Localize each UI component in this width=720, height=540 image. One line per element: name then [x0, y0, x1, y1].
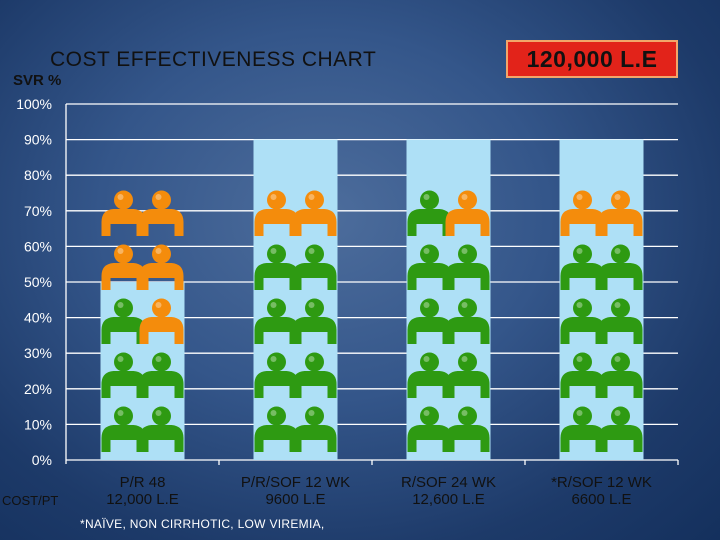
category-label: R/SOF 24 WK [401, 474, 496, 491]
y-tick-label: 10% [24, 416, 52, 432]
patient-icon-responder [598, 406, 643, 452]
y-tick-label: 100% [16, 96, 52, 112]
y-tick-label: 60% [24, 238, 52, 254]
chart-title: COST EFFECTIVENESS CHART [50, 48, 377, 71]
patient-icon-nonresponder [139, 298, 184, 344]
patient-icon-responder [445, 352, 490, 398]
patient-icon-nonresponder [139, 244, 184, 290]
y-tick-label: 70% [24, 203, 52, 219]
patient-icon-nonresponder [139, 190, 184, 236]
y-tick-label: 90% [24, 132, 52, 148]
highlight-cost-box: 120,000 L.E [506, 40, 678, 78]
patient-icon-responder [560, 352, 605, 398]
patient-icon-nonresponder [598, 190, 643, 236]
patient-icon-responder [407, 244, 452, 290]
patient-icon-nonresponder [101, 244, 146, 290]
patient-icon-nonresponder [292, 190, 337, 236]
patient-icon-responder [139, 406, 184, 452]
patient-icon-responder [254, 352, 299, 398]
patient-icon-responder [254, 298, 299, 344]
y-tick-label: 80% [24, 167, 52, 183]
patient-icon-responder [101, 298, 146, 344]
category-label: *R/SOF 12 WK [551, 474, 652, 491]
patient-icon-responder [292, 244, 337, 290]
y-tick-label: 20% [24, 381, 52, 397]
y-tick-label: 40% [24, 310, 52, 326]
patient-icon-nonresponder [560, 190, 605, 236]
patient-icon-nonresponder [254, 190, 299, 236]
patient-icon-nonresponder [445, 190, 490, 236]
bar [559, 139, 644, 460]
bar [406, 139, 491, 460]
patient-icon-responder [598, 298, 643, 344]
patient-icon-responder [560, 298, 605, 344]
patient-icon-responder [254, 244, 299, 290]
patient-icon-responder [292, 406, 337, 452]
cost-value: 9600 L.E [265, 491, 325, 508]
patient-icon-responder [598, 352, 643, 398]
y-tick-label: 30% [24, 345, 52, 361]
cost-value: 12,000 L.E [106, 491, 179, 508]
patient-icon-responder [445, 298, 490, 344]
patient-icon-responder [407, 190, 452, 236]
patient-icon-responder [407, 406, 452, 452]
y-tick-label: 50% [24, 274, 52, 290]
patient-icon-responder [598, 244, 643, 290]
patient-icon-responder [292, 352, 337, 398]
category-label: P/R 48 [120, 474, 166, 491]
patient-icon-responder [407, 298, 452, 344]
category-label: P/R/SOF 12 WK [241, 474, 350, 491]
bar [253, 139, 338, 460]
patient-icon-responder [407, 352, 452, 398]
patient-icon-responder [101, 352, 146, 398]
patient-icon-responder [101, 406, 146, 452]
footnote: *NAÏVE, NON CIRRHOTIC, LOW VIREMIA, [80, 517, 325, 531]
y-axis-label: SVR % [13, 72, 62, 89]
patient-icon-responder [445, 406, 490, 452]
y-tick-label: 0% [32, 452, 52, 468]
patient-icon-nonresponder [101, 190, 146, 236]
patient-icon-responder [254, 406, 299, 452]
patient-icon-responder [560, 406, 605, 452]
cost-row-label: COST/PT [2, 493, 59, 508]
patient-icon-responder [292, 298, 337, 344]
cost-value: 12,600 L.E [412, 491, 485, 508]
cost-value: 6600 L.E [571, 491, 631, 508]
patient-icon-responder [560, 244, 605, 290]
patient-icon-responder [139, 352, 184, 398]
patient-icon-responder [445, 244, 490, 290]
